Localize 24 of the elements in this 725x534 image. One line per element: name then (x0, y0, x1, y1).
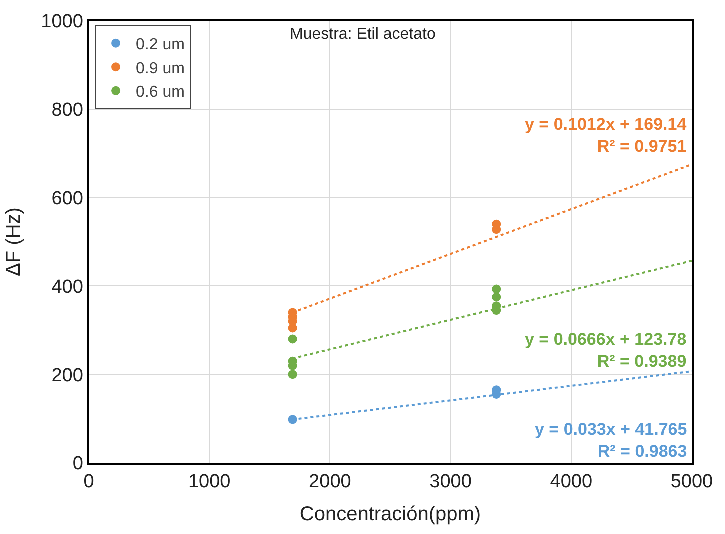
y-tick-label: 1000 (41, 12, 84, 33)
x-tick-label: 2000 (309, 472, 352, 493)
point (288, 370, 298, 380)
x-tick-label: 4000 (550, 472, 593, 493)
y-tick-label: 800 (52, 100, 84, 122)
point (492, 292, 502, 302)
y-tick-label: 600 (52, 188, 84, 210)
legend-label: 0.2 um (136, 36, 185, 54)
annotation: y = 0.1012x + 169.14 R² = 0.9751 (525, 115, 688, 156)
annotation: y = 0.0666x + 123.78 R² = 0.9389 (525, 330, 687, 372)
annotation: y = 0.033x + 41.765 R² = 0.9863 (535, 420, 688, 462)
y-tick-label: 400 (52, 276, 84, 298)
annotation: Muestra: Etil acetato (290, 26, 436, 43)
y-axis-title: ΔF (Hz) (3, 208, 26, 276)
y-tick-label: 0 (72, 454, 84, 475)
x-tick-label: 5000 (670, 472, 714, 493)
x-axis-title: Concentración(ppm) (300, 504, 482, 526)
point (492, 284, 502, 294)
legend-label: 0.9 um (136, 60, 185, 78)
x-tick-label: 1000 (188, 472, 231, 493)
y-tick-label: 200 (52, 365, 84, 386)
x-tick-label: 3000 (430, 472, 472, 493)
legend-label: 0.6 um (136, 84, 185, 102)
point (288, 334, 298, 344)
